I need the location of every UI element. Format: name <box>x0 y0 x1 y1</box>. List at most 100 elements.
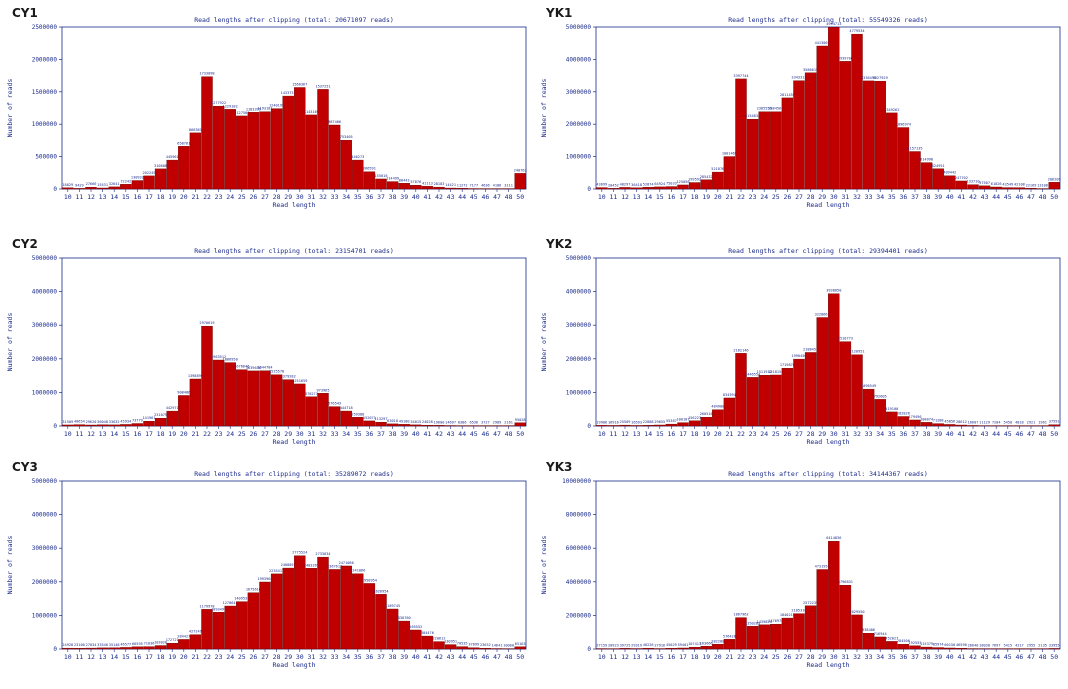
y-tick-label: 4000000 <box>566 56 592 63</box>
x-tick-label: 46 <box>1015 653 1023 661</box>
x-tick-label: 14 <box>110 193 118 201</box>
bar-value-label: 1096549 <box>861 384 876 388</box>
bar-value-label: 260516 <box>700 412 713 416</box>
bar <box>236 369 248 427</box>
bar-chart: Read lengths after clipping (total: 2067… <box>6 16 527 209</box>
x-tick-label: 15 <box>656 193 664 201</box>
bar <box>294 87 306 190</box>
bar-value-label: 4217 <box>1015 644 1024 648</box>
bar <box>294 555 306 650</box>
bar <box>236 115 248 190</box>
bar-value-label: 1518154 <box>768 370 783 374</box>
x-tick-label: 22 <box>203 193 211 201</box>
x-tick-label: 16 <box>133 653 141 661</box>
x-tick-label: 35 <box>354 193 362 201</box>
bar-value-label: 3586619 <box>803 68 818 72</box>
y-tick-label: 0 <box>53 186 57 193</box>
x-tick-label: 35 <box>354 653 362 661</box>
x-tick-label: 27 <box>795 653 803 661</box>
bar-value-label: 247702 <box>955 176 968 180</box>
x-tick-label: 32 <box>853 193 861 201</box>
x-tick-label: 20 <box>180 653 188 661</box>
bar-value-label: 259388 <box>351 412 364 416</box>
bar-value-label: 1867962 <box>733 613 748 617</box>
bar <box>398 424 410 427</box>
x-tick-label: 21 <box>725 653 733 661</box>
x-tick-label: 29 <box>284 430 292 438</box>
bar-value-label: 60150 <box>944 643 955 647</box>
x-tick-label: 42 <box>969 193 977 201</box>
x-tick-label: 19 <box>168 653 176 661</box>
x-tick-label: 36 <box>899 430 907 438</box>
bar <box>433 425 445 427</box>
bar <box>375 421 387 427</box>
y-tick-label: 0 <box>53 423 57 430</box>
bar-value-label: 2385556 <box>757 107 772 111</box>
x-tick-label: 41 <box>423 430 431 438</box>
bar-value-label: 1229182 <box>223 104 238 108</box>
panel-label: CY3 <box>12 460 38 474</box>
bar-value-label: 3327929 <box>873 76 888 80</box>
bar <box>352 417 364 427</box>
bar <box>154 645 167 650</box>
bar-value-label: 45856 <box>944 419 955 423</box>
bar <box>433 186 445 190</box>
bar <box>654 186 666 190</box>
x-tick-label: 39 <box>934 430 942 438</box>
x-tick-label: 35 <box>354 430 362 438</box>
x-tick-label: 10 <box>64 193 72 201</box>
x-tick-label: 15 <box>122 193 130 201</box>
bar <box>874 399 886 427</box>
y-axis-label: Number of reads <box>540 79 548 138</box>
bar-value-label: 2989 <box>493 421 502 425</box>
bar-value-label: 11129 <box>979 421 990 425</box>
bar <box>108 647 120 650</box>
bar-value-label: 23100 <box>74 643 85 647</box>
bar <box>862 80 875 190</box>
bar <box>978 185 991 190</box>
bar-value-label: 1127500 <box>234 111 249 115</box>
bar-value-label: 97507 <box>979 181 990 185</box>
x-tick-label: 12 <box>621 653 629 661</box>
bar <box>224 605 236 650</box>
bar <box>340 139 352 190</box>
y-tick-label: 3000000 <box>566 322 592 329</box>
bar-value-label: 1179978 <box>199 604 214 608</box>
bar-value-label: 3228661 <box>815 313 830 317</box>
bar-value-label: 1537251 <box>315 84 330 88</box>
y-tick-label: 4000000 <box>566 289 592 296</box>
x-tick-label: 35 <box>888 193 896 201</box>
bar <box>642 647 654 650</box>
x-tick-label: 41 <box>423 653 431 661</box>
y-tick-label: 1000000 <box>566 389 592 396</box>
bar <box>688 182 701 190</box>
bar-value-label: 282826 <box>897 411 910 415</box>
bar-value-label: 1240199 <box>269 104 284 108</box>
x-tick-label: 46 <box>1015 193 1023 201</box>
bar <box>944 175 956 190</box>
bar <box>444 644 457 650</box>
bar-value-label: 2120951 <box>849 350 864 354</box>
y-tick-label: 2000000 <box>32 56 58 63</box>
bar-value-label: 409442 <box>943 171 956 175</box>
x-tick-label: 34 <box>342 193 350 201</box>
bar-value-label: 3336499 <box>861 76 876 80</box>
bar-value-label: 63018 <box>387 419 398 423</box>
bar <box>143 646 155 650</box>
x-tick-label: 30 <box>296 653 304 661</box>
bar <box>270 108 283 190</box>
bar-value-label: 27159 <box>596 644 607 648</box>
chart-title: Read lengths after clipping (total: 3414… <box>728 470 928 478</box>
bar <box>990 186 1002 190</box>
bar <box>201 325 213 427</box>
x-tick-label: 47 <box>493 193 501 201</box>
y-tick-label: 10000000 <box>562 478 591 485</box>
bar <box>804 352 817 427</box>
bar <box>201 609 213 650</box>
bar-value-label: 16593 <box>631 420 642 424</box>
x-tick-label: 46 <box>481 653 489 661</box>
bar <box>642 187 654 190</box>
bar <box>851 33 863 190</box>
bar-value-label: 1639656 <box>246 366 261 370</box>
bar <box>909 645 921 650</box>
